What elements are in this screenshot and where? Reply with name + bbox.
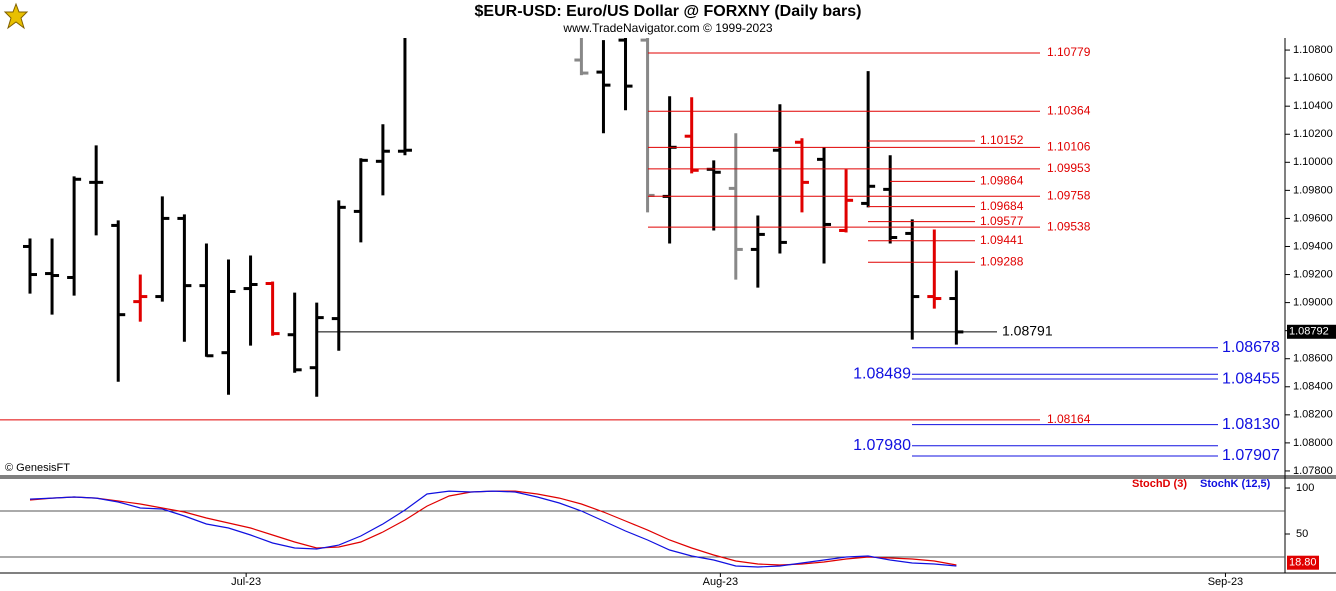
current-label: 1.08792 <box>1289 326 1329 338</box>
stoch-line <box>29 490 957 568</box>
level-label: 1.09758 <box>1047 188 1091 202</box>
y-tick-label: 1.10800 <box>1293 44 1333 56</box>
y-tick-label: 1.09400 <box>1293 240 1333 252</box>
y-tick-label: 1.09000 <box>1293 297 1333 309</box>
y-tick-label: 1.08400 <box>1293 381 1333 393</box>
y-tick-label: 1.09800 <box>1293 184 1333 196</box>
x-tick-label: Jul-23 <box>231 576 261 588</box>
credit: © GenesisFT <box>5 462 70 474</box>
level-label: 1.09441 <box>980 233 1024 247</box>
level-label: 1.09538 <box>1047 219 1091 233</box>
legend-entry: StochK (12,5) <box>1200 478 1271 490</box>
y-tick-label: 1.08000 <box>1293 437 1333 449</box>
level-label: 1.08164 <box>1047 412 1091 426</box>
y-tick-label: 1.10400 <box>1293 100 1333 112</box>
current-label: 18.80 <box>1289 557 1317 569</box>
y-tick-label: 1.08200 <box>1293 409 1333 421</box>
y-tick-label: 100 <box>1296 482 1314 494</box>
level-label: 1.07980 <box>853 437 911 454</box>
x-tick-label: Aug-23 <box>703 576 738 588</box>
level-label: 1.09577 <box>980 214 1024 228</box>
level-label: 1.10364 <box>1047 103 1091 117</box>
y-tick-label: 1.07800 <box>1293 465 1333 477</box>
current-box <box>1287 555 1319 570</box>
level-label: 1.08678 <box>1222 339 1280 356</box>
level-label: 1.07907 <box>1222 447 1280 464</box>
y-tick-label: 1.10200 <box>1293 128 1333 140</box>
y-tick-label: 50 <box>1296 528 1308 540</box>
y-tick-label: 1.10000 <box>1293 156 1333 168</box>
logo <box>3 2 29 30</box>
level-label: 1.08455 <box>1222 370 1280 387</box>
legend-entry: StochD (3) <box>1132 478 1187 490</box>
level-label: 1.09864 <box>980 174 1024 188</box>
level-label: 1.09953 <box>1047 161 1091 175</box>
level-label: 1.08130 <box>1222 416 1280 433</box>
y-tick-label: 1.10600 <box>1293 72 1333 84</box>
x-tick-label: Sep-23 <box>1208 576 1243 588</box>
y-tick-label: 1.09200 <box>1293 268 1333 280</box>
y-tick-label: 1.09600 <box>1293 212 1333 224</box>
level-label: 1.09684 <box>980 199 1024 213</box>
current-box <box>1287 324 1336 339</box>
chart-title: $EUR-USD: Euro/US Dollar @ FORXNY (Daily… <box>475 3 862 20</box>
level-label: 1.10779 <box>1047 45 1091 59</box>
subtitle: www.TradeNavigator.com © 1999-2023 <box>562 21 772 35</box>
y-tick-label: 1.08600 <box>1293 353 1333 365</box>
level-label: 1.10152 <box>980 133 1024 147</box>
level-label: 1.10106 <box>1047 140 1091 154</box>
level-label: 1.08489 <box>853 366 911 383</box>
level-label: 1.08791 <box>1002 323 1053 339</box>
level-label: 1.09288 <box>980 254 1024 268</box>
